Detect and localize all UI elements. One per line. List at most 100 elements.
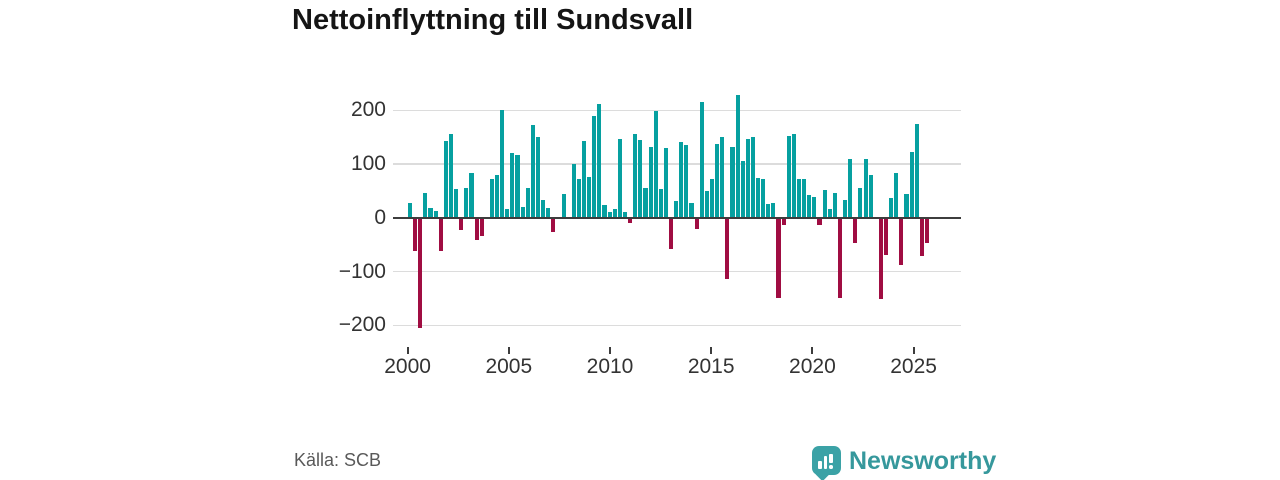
x-axis-label-2010: 2010: [586, 355, 634, 378]
x-axis-label-2000: 2000: [384, 355, 431, 378]
y-axis-label-−200: −200: [338, 313, 386, 337]
bar-q79: [812, 197, 817, 218]
source-label: Källa: SCB: [294, 450, 382, 470]
y-axis-label-0: 0: [374, 205, 386, 229]
bar-q81: [822, 189, 827, 218]
bar-q2: [418, 217, 423, 328]
bar-q88: [858, 187, 863, 218]
bar-q32: [571, 164, 576, 218]
x-axis-label-2015: 2015: [687, 355, 735, 378]
bar-q99: [914, 124, 919, 218]
gridline-−100: [393, 270, 961, 273]
bar-q41: [617, 138, 622, 218]
bar-q46: [643, 187, 648, 218]
bar-q37: [597, 103, 602, 218]
bar-q101: [924, 217, 929, 243]
bar-q51: [669, 217, 674, 249]
bar-q1: [413, 217, 418, 252]
bar-q40: [612, 208, 617, 218]
bar-q78: [807, 195, 812, 218]
bar-q53: [679, 142, 684, 218]
x-tick-2005: [507, 347, 510, 354]
x-axis-label-2020: 2020: [789, 355, 836, 378]
gridline-−200: [393, 324, 961, 326]
bar-q61: [720, 136, 725, 218]
bar-q57: [699, 102, 704, 218]
bar-q58: [704, 190, 709, 218]
bar-q93: [883, 217, 889, 255]
bar-q49: [658, 189, 663, 218]
bar-q6: [438, 217, 443, 251]
bar-q60: [715, 143, 720, 218]
bar-q20: [510, 152, 515, 218]
gridline-100: [393, 163, 961, 165]
bar-q42: [622, 212, 628, 218]
bar-q44: [633, 134, 638, 218]
bar-q35: [587, 176, 592, 218]
bar-q25: [535, 137, 541, 218]
bar-q27: [546, 207, 551, 218]
bar-q23: [525, 187, 530, 218]
bar-q92: [878, 217, 883, 300]
bar-q100: [919, 217, 924, 256]
bar-q73: [781, 217, 786, 226]
bar-q10: [459, 217, 464, 231]
bar-q98: [909, 151, 914, 218]
bar-q67: [750, 136, 755, 218]
bar-q72: [776, 217, 781, 298]
bar-q48: [653, 110, 658, 218]
bar-q64: [735, 94, 740, 218]
bar-q59: [709, 178, 715, 218]
bar-q38: [602, 204, 607, 218]
bar-q89: [863, 158, 868, 218]
bar-q68: [756, 178, 761, 218]
bar-q4: [428, 207, 433, 218]
x-axis-label-2025: 2025: [890, 355, 937, 378]
bar-q45: [638, 140, 643, 218]
bar-q96: [899, 217, 904, 265]
bar-q62: [725, 217, 730, 280]
bar-q12: [469, 172, 474, 218]
bar-q14: [479, 217, 484, 236]
bar-q74: [786, 136, 791, 218]
x-axis-label-2005: 2005: [485, 355, 533, 378]
bar-q18: [500, 110, 505, 218]
x-tick-2000: [406, 347, 409, 354]
bar-q82: [827, 208, 832, 218]
bar-q70: [766, 204, 771, 218]
x-tick-2015: [710, 347, 713, 354]
bar-q90: [868, 174, 873, 218]
bar-q0: [408, 203, 413, 218]
bar-q33: [576, 178, 581, 218]
bar-q83: [832, 193, 837, 218]
bar-q28: [551, 217, 556, 232]
bar-q34: [582, 141, 587, 218]
x-tick-2020: [811, 347, 814, 354]
bar-q3: [423, 192, 428, 218]
bar-q16: [489, 179, 494, 218]
bar-q8: [448, 134, 454, 218]
y-axis-label-−100: −100: [338, 259, 386, 283]
bar-q22: [520, 207, 525, 218]
bar-q86: [848, 158, 853, 218]
bar-q66: [745, 139, 750, 218]
bar-chart-glyph: [818, 452, 835, 469]
bar-q50: [663, 148, 668, 218]
zero-axis-line: [393, 216, 961, 220]
bar-q7: [443, 141, 448, 218]
bar-q24: [530, 124, 535, 218]
bar-q26: [541, 200, 546, 218]
x-tick-2010: [609, 347, 611, 354]
bar-q43: [628, 217, 633, 223]
bar-q54: [684, 145, 689, 218]
y-axis-label-200: 200: [350, 98, 386, 122]
bar-q84: [837, 217, 842, 299]
gridline-200: [393, 109, 961, 111]
bar-q95: [894, 172, 899, 218]
bar-q94: [889, 198, 894, 218]
bar-q56: [694, 217, 699, 229]
bar-q69: [761, 179, 766, 218]
newsworthy-chart-pin-icon: [812, 446, 841, 475]
